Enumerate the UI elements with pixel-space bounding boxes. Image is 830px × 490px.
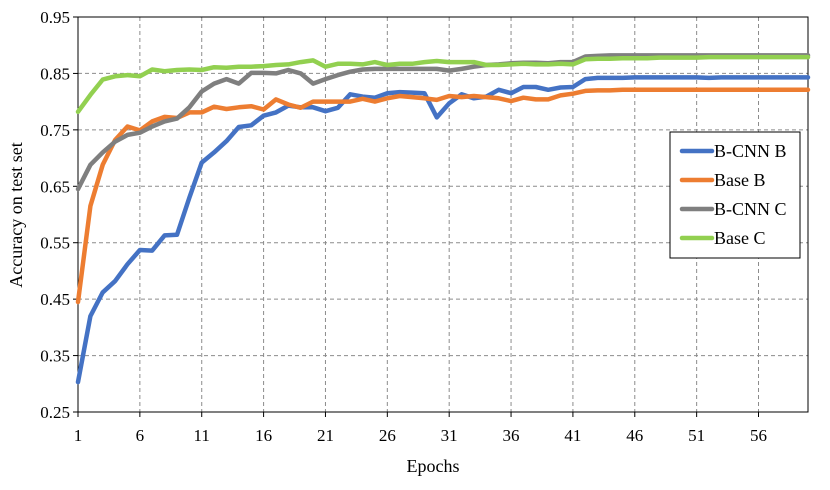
legend-label: Base C [714, 228, 766, 248]
x-tick-label: 51 [688, 426, 705, 445]
series-line-b-cnn-b [75, 75, 811, 385]
y-tick-label: 0.75 [40, 121, 70, 140]
y-tick-label: 0.85 [40, 64, 70, 83]
x-axis-label: Epochs [407, 456, 460, 476]
x-tick-label: 16 [255, 426, 272, 445]
y-tick-label: 0.45 [40, 290, 70, 309]
x-tick-label: 41 [564, 426, 581, 445]
series-lines [75, 53, 811, 385]
x-tick-label: 6 [136, 426, 145, 445]
x-tick-label: 46 [626, 426, 643, 445]
x-tick-label: 56 [750, 426, 767, 445]
y-tick-label: 0.95 [40, 8, 70, 27]
legend: B-CNN B Base B B-CNN C Base C [669, 131, 801, 259]
legend-label: B-CNN C [714, 199, 787, 219]
x-tick-label: 1 [74, 426, 83, 445]
x-tick-label: 31 [441, 426, 458, 445]
tick-labels: 0.250.350.450.550.650.750.850.951 6 11 16 21… [40, 8, 767, 445]
y-axis-label: Accuracy on test set [6, 142, 26, 287]
y-tick-label: 0.35 [40, 347, 70, 366]
x-tick-label: 21 [317, 426, 334, 445]
series-line-base-c [75, 54, 811, 115]
y-tick-label: 0.65 [40, 177, 70, 196]
axes [73, 16, 809, 417]
y-tick-label: 0.55 [40, 234, 70, 253]
legend-label: Base B [714, 170, 766, 190]
legend-label: B-CNN B [714, 141, 787, 161]
x-tick-label: 11 [194, 426, 210, 445]
series-line-base-b [75, 87, 811, 305]
y-tick-label: 0.25 [40, 403, 70, 422]
plot-area-border [77, 16, 809, 413]
x-tick-label: 36 [503, 426, 520, 445]
x-tick-label: 26 [379, 426, 396, 445]
